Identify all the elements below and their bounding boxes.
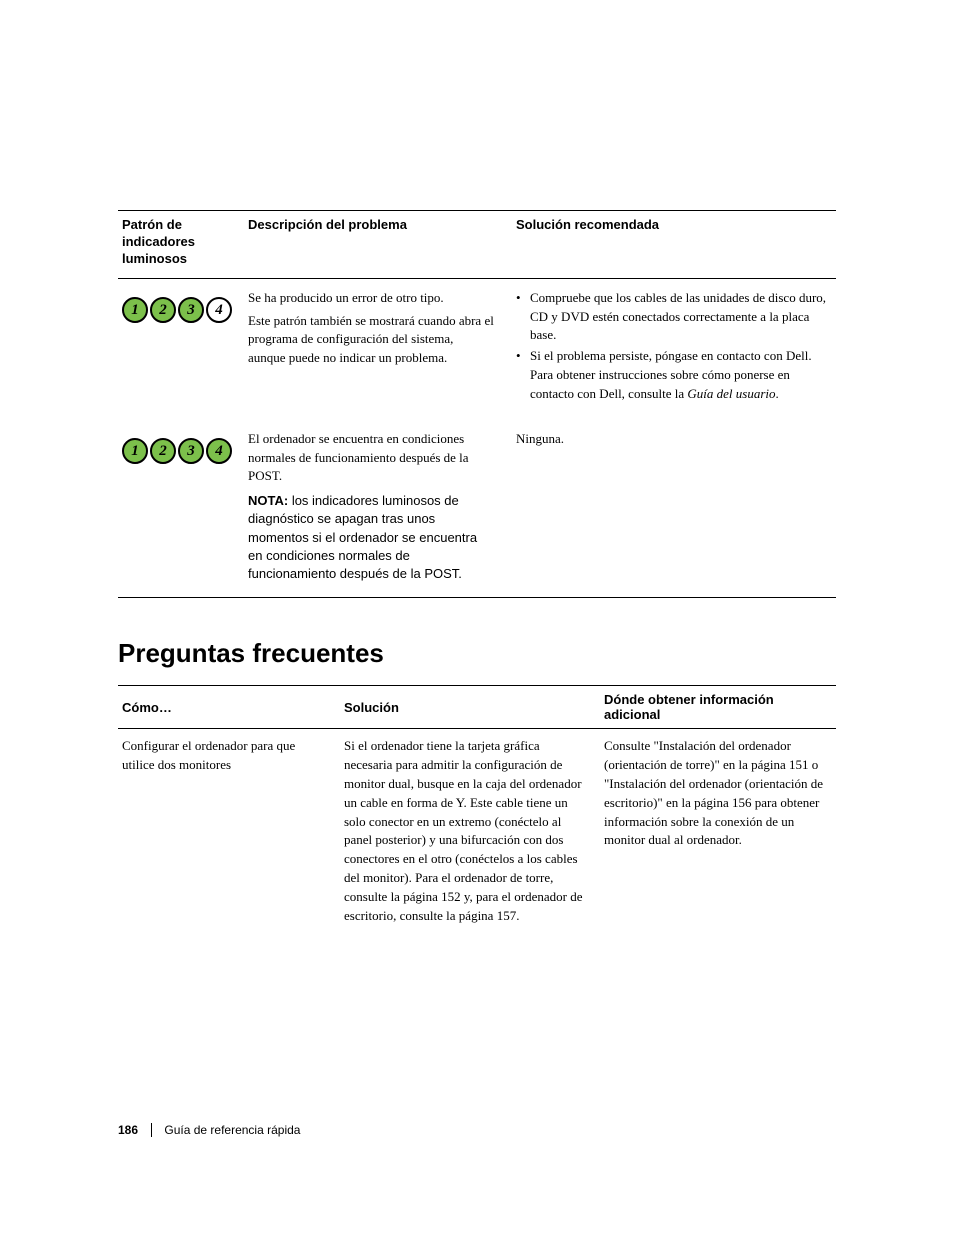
diag-note: NOTA: los indicadores luminosos de diagn… (248, 486, 494, 583)
diag-description-extra: Este patrón también se mostrará cuando a… (248, 312, 494, 369)
page-number: 186 (118, 1123, 138, 1137)
light-2-icon: 2 (150, 297, 176, 323)
faq-header-solucion: Solución (340, 686, 600, 729)
light-1-icon: 1 (122, 297, 148, 323)
diag-solution-text: Ninguna. (516, 430, 832, 449)
faq-cell-como: Configurar el ordenador para que utilice… (118, 729, 340, 940)
diag-description: El ordenador se encuentra en condiciones… (248, 430, 494, 487)
diag-solution-punct: . (776, 386, 779, 401)
diagnostic-lights-table: Patrón de indicadores luminosos Descripc… (118, 210, 836, 598)
light-pattern-icon: 1234 (122, 289, 240, 323)
light-4-icon: 4 (206, 297, 232, 323)
light-4-icon: 4 (206, 438, 232, 464)
faq-heading: Preguntas frecuentes (118, 638, 836, 669)
light-3-icon: 3 (178, 438, 204, 464)
diag-solution-list: Compruebe que los cables de las unidades… (516, 289, 832, 404)
light-2-icon: 2 (150, 438, 176, 464)
footer-doc-title: Guía de referencia rápida (151, 1123, 300, 1137)
faq-row: Configurar el ordenador para que utilice… (118, 729, 836, 940)
diag-header-solution: Solución recomendada (512, 211, 836, 279)
faq-table: Cómo… Solución Dónde obtener información… (118, 685, 836, 939)
diag-header-description: Descripción del problema (244, 211, 512, 279)
light-pattern-icon: 1234 (122, 430, 240, 464)
light-1-icon: 1 (122, 438, 148, 464)
faq-header-info: Dónde obtener información adicional (600, 686, 836, 729)
diag-solution-item: Si el problema persiste, póngase en cont… (516, 347, 832, 404)
page: Patrón de indicadores luminosos Descripc… (0, 0, 954, 1235)
diag-header-pattern: Patrón de indicadores luminosos (118, 211, 244, 279)
faq-header-como: Cómo… (118, 686, 340, 729)
diag-solution-item: Compruebe que los cables de las unidades… (516, 289, 832, 346)
faq-cell-info: Consulte "Instalación del ordenador (ori… (600, 729, 836, 940)
diag-row: 1234 El ordenador se encuentra en condic… (118, 420, 836, 598)
diag-description: Se ha producido un error de otro tipo. (248, 289, 494, 308)
diag-solution-italic: Guía del usuario (687, 386, 775, 401)
light-3-icon: 3 (178, 297, 204, 323)
diag-row: 1234 Se ha producido un error de otro ti… (118, 278, 836, 420)
faq-cell-solucion: Si el ordenador tiene la tarjeta gráfica… (340, 729, 600, 940)
diag-note-label: NOTA: (248, 493, 288, 508)
page-footer: 186 Guía de referencia rápida (118, 1123, 300, 1137)
